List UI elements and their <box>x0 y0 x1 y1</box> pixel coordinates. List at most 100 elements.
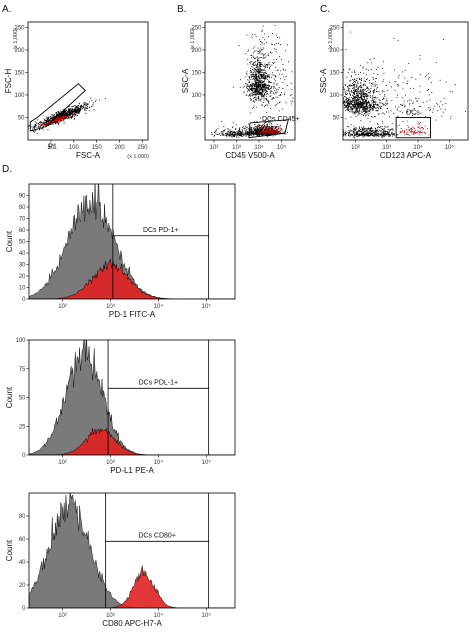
scatter-point <box>264 131 265 132</box>
y-tick-label: 50 <box>19 240 26 246</box>
scatter-point <box>350 131 351 132</box>
scatter-point <box>257 127 258 128</box>
scatter-point <box>281 59 282 60</box>
scatter-point <box>258 73 259 74</box>
scatter-point <box>360 106 361 107</box>
scatter-point <box>245 126 246 127</box>
scatter-point <box>253 62 254 63</box>
scatter-point <box>410 103 411 104</box>
scatter-point <box>251 90 252 91</box>
scatter-point <box>256 84 257 85</box>
scatter-point <box>260 86 261 87</box>
scatter-point <box>66 113 67 114</box>
scatter-point <box>255 80 256 81</box>
scatter-point <box>382 92 383 93</box>
scatter-point <box>259 94 260 95</box>
scatter-point <box>349 91 350 92</box>
scatter-point <box>349 85 350 86</box>
scatter-point <box>260 53 261 54</box>
scatter-point <box>58 118 59 119</box>
scatter-point <box>258 92 259 93</box>
scatter-point <box>262 104 263 105</box>
scatter-point <box>394 38 395 39</box>
scatter-point <box>286 134 287 135</box>
scatter-point <box>261 89 262 90</box>
scatter-point <box>256 78 257 79</box>
scatter-point <box>286 76 287 77</box>
scatter-point <box>43 129 44 130</box>
scatter-point <box>267 129 268 130</box>
scatter-point <box>279 95 280 96</box>
scatter-point <box>267 85 268 86</box>
scatter-point <box>223 132 224 133</box>
scatter-point <box>376 110 377 111</box>
scatter-point <box>353 108 354 109</box>
scatter-point <box>48 123 49 124</box>
scatter-point <box>240 132 241 133</box>
scatter-point <box>368 95 369 96</box>
scatter-point <box>228 134 229 135</box>
scatter-point <box>274 44 275 45</box>
scatter-point <box>250 84 251 85</box>
scatter-point <box>262 78 263 79</box>
x-axis-title: PD-1 FITC-A <box>109 310 156 319</box>
scatter-point <box>397 110 398 111</box>
scatter-point <box>219 134 220 135</box>
scatter-point <box>356 108 357 109</box>
scatter-point <box>96 100 97 101</box>
scatter-point <box>455 84 456 85</box>
scatter-point <box>237 133 238 134</box>
scatter-point <box>357 78 358 79</box>
scatter-point <box>95 101 96 102</box>
scatter-point <box>429 110 430 111</box>
scatter-point <box>259 75 260 76</box>
scatter-point <box>411 131 412 132</box>
scatter-point <box>266 131 267 132</box>
scatter-point <box>366 102 367 103</box>
scatter-point <box>356 84 357 85</box>
scatter-point <box>362 101 363 102</box>
scatter-point <box>239 134 240 135</box>
scatter-point <box>359 108 360 109</box>
scatter-point <box>231 131 232 132</box>
scatter-point <box>84 104 85 105</box>
y-tick-label: 0 <box>22 453 26 459</box>
scatter-point <box>260 62 261 63</box>
scatter-point <box>246 73 247 74</box>
scatter-point <box>275 88 276 89</box>
scatter-point <box>332 80 333 81</box>
scatter-point <box>417 127 418 128</box>
scatter-point <box>338 102 339 103</box>
scatter-point <box>256 135 257 136</box>
scatter-point <box>264 106 265 107</box>
scatter-point <box>357 131 358 132</box>
scatter-point <box>350 129 351 130</box>
scatter-point <box>357 132 358 133</box>
scatter-point <box>65 118 66 119</box>
scatter-point <box>237 135 238 136</box>
scatter-point <box>337 103 338 104</box>
scatter-point <box>277 92 278 93</box>
scatter-point <box>258 98 259 99</box>
scatter-point <box>394 133 395 134</box>
scatter-point <box>87 106 88 107</box>
scatter-point <box>269 74 270 75</box>
scatter-point <box>256 87 257 88</box>
scatter-point <box>360 94 361 95</box>
x-axis-title: CD123 APC-A <box>380 151 432 160</box>
scatter-point <box>377 135 378 136</box>
scatter-point <box>77 110 78 111</box>
scatter-point <box>343 103 344 104</box>
scatter-point <box>357 133 358 134</box>
scatter-point <box>371 116 372 117</box>
x-tick-label: 10² <box>58 304 67 310</box>
scatter-point <box>393 134 394 135</box>
scatter-point <box>404 106 405 107</box>
scatter-point <box>254 69 255 70</box>
scatter-point <box>274 87 275 88</box>
scatter-point <box>409 17 410 18</box>
scatter-point <box>287 45 288 46</box>
scatter-point <box>352 88 353 89</box>
scatter-point <box>253 91 254 92</box>
